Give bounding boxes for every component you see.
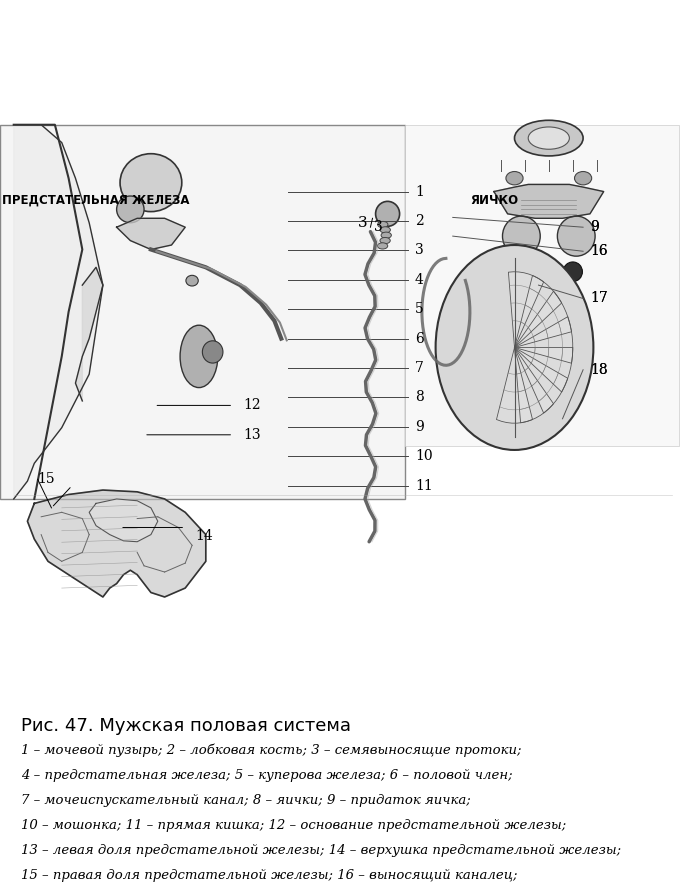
Text: 1 – мочевой пузырь; 2 – лобковая кость; 3 – семявыносящие протоки;: 1 – мочевой пузырь; 2 – лобковая кость; … — [21, 744, 521, 757]
Polygon shape — [14, 125, 103, 499]
Text: 3: 3 — [357, 216, 367, 230]
Text: 16: 16 — [590, 244, 608, 258]
Ellipse shape — [180, 325, 218, 388]
Polygon shape — [117, 218, 185, 249]
Text: 13: 13 — [244, 428, 261, 442]
Ellipse shape — [186, 275, 198, 286]
Text: ПРЕДСТАТЕЛЬНАЯ ЖЕЛЕЗА: ПРЕДСТАТЕЛЬНАЯ ЖЕЛЕЗА — [2, 194, 190, 207]
Text: 16: 16 — [590, 244, 608, 258]
Ellipse shape — [502, 216, 541, 257]
Text: 2: 2 — [415, 214, 424, 228]
Text: 9: 9 — [590, 220, 599, 234]
Text: 8: 8 — [415, 390, 424, 405]
Ellipse shape — [380, 226, 390, 233]
Ellipse shape — [117, 196, 144, 223]
Polygon shape — [514, 347, 554, 423]
Polygon shape — [27, 490, 206, 597]
Circle shape — [436, 245, 593, 450]
Text: 15: 15 — [38, 472, 56, 486]
Text: 17: 17 — [590, 291, 608, 306]
Ellipse shape — [574, 171, 591, 184]
Text: 7: 7 — [415, 361, 424, 375]
Text: Рис. 47. Мужская половая система: Рис. 47. Мужская половая система — [21, 717, 351, 735]
Text: 10: 10 — [415, 449, 433, 463]
FancyBboxPatch shape — [0, 125, 405, 499]
Polygon shape — [514, 347, 568, 413]
Ellipse shape — [377, 221, 388, 228]
Ellipse shape — [563, 262, 582, 282]
Polygon shape — [514, 316, 573, 364]
Polygon shape — [514, 291, 571, 347]
Polygon shape — [508, 272, 543, 347]
Polygon shape — [494, 184, 604, 218]
Text: 9: 9 — [415, 420, 424, 434]
Text: 9: 9 — [590, 220, 599, 234]
Polygon shape — [497, 347, 532, 423]
Polygon shape — [514, 275, 562, 347]
Text: 7 – мочеиспускательный канал; 8 – яички; 9 – придаток яичка;: 7 – мочеиспускательный канал; 8 – яички;… — [21, 794, 471, 807]
Polygon shape — [75, 267, 103, 401]
Text: 12: 12 — [244, 398, 261, 413]
Polygon shape — [514, 347, 573, 392]
Text: 13 – левая доля предстательной железы; 14 – верхушка предстательной железы;: 13 – левая доля предстательной железы; 1… — [21, 844, 621, 857]
Text: 5: 5 — [415, 302, 424, 316]
Ellipse shape — [202, 340, 223, 364]
Text: 4 – предстательная железа; 5 – куперова железа; 6 – половой член;: 4 – предстательная железа; 5 – куперова … — [21, 769, 512, 782]
Text: 3: 3 — [415, 243, 424, 257]
Ellipse shape — [381, 232, 391, 239]
Text: 14: 14 — [196, 529, 213, 544]
Ellipse shape — [506, 171, 523, 184]
FancyBboxPatch shape — [405, 125, 679, 446]
Ellipse shape — [380, 237, 390, 244]
Text: 10 – мошонка; 11 – прямая кишка; 12 – основание предстательной железы;: 10 – мошонка; 11 – прямая кишка; 12 – ос… — [21, 819, 566, 832]
Ellipse shape — [528, 127, 569, 149]
Text: 1: 1 — [415, 184, 424, 199]
Ellipse shape — [515, 262, 534, 282]
Ellipse shape — [514, 120, 583, 156]
Text: 6: 6 — [415, 331, 424, 346]
Ellipse shape — [377, 242, 388, 249]
Text: 11: 11 — [415, 478, 433, 493]
Ellipse shape — [557, 216, 595, 257]
Text: 17: 17 — [590, 291, 608, 306]
Text: ЯИЧКО: ЯИЧКО — [470, 194, 518, 207]
Ellipse shape — [376, 201, 399, 226]
Text: 18: 18 — [590, 363, 608, 377]
Text: 3: 3 — [374, 220, 383, 234]
Text: 4: 4 — [415, 273, 424, 287]
Text: 18: 18 — [590, 363, 608, 377]
Text: 15 – правая доля предстательной железы; 16 – выносящий каналец;: 15 – правая доля предстательной железы; … — [21, 869, 517, 882]
Ellipse shape — [120, 153, 182, 211]
Polygon shape — [89, 499, 158, 542]
